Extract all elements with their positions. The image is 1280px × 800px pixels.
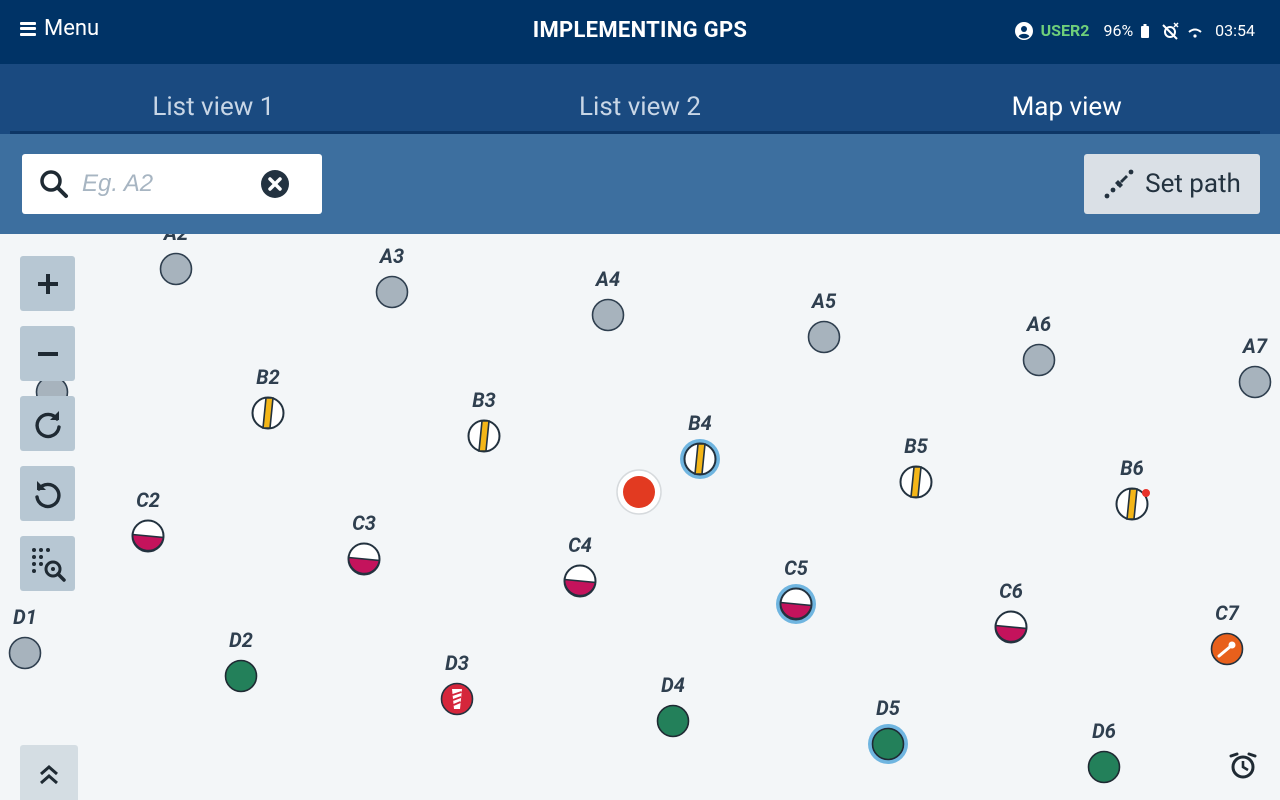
- map-point-a6[interactable]: [1017, 338, 1061, 382]
- zoom-in-button[interactable]: [20, 256, 75, 311]
- map-canvas[interactable]: A2A3A4A5A6A7 B2 B3 B4 B5 B6 C2 C3 C4 C5 …: [0, 234, 1280, 800]
- map-point-label: A3: [379, 244, 405, 268]
- grid-search-icon: [31, 547, 66, 582]
- map-point-label: B4: [688, 411, 712, 435]
- map-point-label: A5: [811, 289, 837, 313]
- map-point-label: C2: [136, 488, 160, 512]
- plus-icon: [37, 273, 58, 294]
- top-bar: Menu IMPLEMENTING GPS USER2 96% 03:54: [0, 0, 1280, 64]
- zoom-out-button[interactable]: [20, 326, 75, 381]
- map-point-c2[interactable]: [126, 514, 170, 558]
- map-point-label: A6: [1026, 312, 1052, 336]
- path-icon: [1104, 169, 1134, 199]
- recenter-icon[interactable]: [1227, 750, 1259, 782]
- map-point-d6[interactable]: [1082, 745, 1126, 789]
- search-icon: [40, 170, 68, 198]
- user-name: USER2: [1040, 21, 1090, 40]
- rotate-clockwise-button[interactable]: [20, 396, 75, 451]
- map-point-b5[interactable]: [894, 460, 938, 504]
- map-point-label: A2: [164, 234, 188, 245]
- map-point-d1[interactable]: [3, 631, 47, 675]
- map-point-label: B5: [904, 434, 928, 458]
- map-point-a4[interactable]: [586, 293, 630, 337]
- current-location-marker: [616, 469, 662, 515]
- map-point-d2[interactable]: [219, 654, 263, 698]
- double-chevron-up-icon: [40, 765, 58, 785]
- map-point-b3[interactable]: [462, 414, 506, 458]
- map-point-label: C7: [1215, 601, 1239, 625]
- gps-off-icon: [1162, 21, 1179, 40]
- map-point-c4[interactable]: [558, 559, 602, 603]
- map-point-c3[interactable]: [342, 537, 386, 581]
- map-point-b4[interactable]: [678, 437, 722, 481]
- search-box: [22, 154, 322, 214]
- map-point-label: D6: [1092, 719, 1116, 743]
- battery-level: 96%: [1103, 21, 1134, 40]
- hamburger-icon: [20, 21, 36, 36]
- wifi-icon: [1188, 28, 1202, 38]
- map-point-a5[interactable]: [802, 315, 846, 359]
- map-point-label: D3: [445, 651, 469, 675]
- map-point-label: D2: [229, 628, 253, 652]
- rotate-clockwise-icon: [34, 410, 61, 438]
- user-icon: [1014, 21, 1033, 40]
- map-point-d5[interactable]: [866, 722, 910, 766]
- menu-button[interactable]: Menu: [20, 16, 99, 41]
- clock: 03:54: [1215, 21, 1255, 40]
- map-point-b6[interactable]: [1110, 482, 1154, 526]
- set-path-label: Set path: [1145, 169, 1241, 199]
- app-title: IMPLEMENTING GPS: [532, 18, 748, 43]
- map-point-d3[interactable]: [435, 677, 479, 721]
- map-point-c5[interactable]: [774, 582, 818, 626]
- grid-search-button[interactable]: [20, 536, 75, 591]
- map-point-label: B3: [472, 388, 496, 412]
- map-point-d4[interactable]: [651, 699, 695, 743]
- map-point-b2[interactable]: [246, 391, 290, 435]
- battery-icon: [1141, 23, 1150, 38]
- map-point-label: D1: [13, 605, 37, 629]
- search-input[interactable]: [80, 169, 254, 199]
- map-point-label: D4: [661, 673, 685, 697]
- tab-list-view-2[interactable]: List view 2: [579, 92, 702, 122]
- map-point-label: C5: [784, 556, 808, 580]
- set-path-button[interactable]: Set path: [1084, 154, 1260, 214]
- map-point-c7[interactable]: [1205, 627, 1249, 671]
- map-point-a2[interactable]: [154, 247, 198, 291]
- map-point-a7[interactable]: [1233, 360, 1277, 404]
- expand-panel-button[interactable]: [20, 745, 78, 800]
- rotate-counterclockwise-button[interactable]: [20, 466, 75, 521]
- map-point-a3[interactable]: [370, 270, 414, 314]
- rotate-counterclockwise-icon: [34, 480, 61, 508]
- clear-icon[interactable]: [260, 169, 290, 199]
- tab-map-view[interactable]: Map view: [853, 64, 1280, 134]
- map-point-label: C3: [352, 511, 376, 535]
- map-point-label: A4: [595, 267, 621, 291]
- map-point-label: A7: [1242, 334, 1268, 358]
- map-point-label: B2: [256, 365, 280, 389]
- search-toolbar: Set path: [0, 134, 1280, 234]
- minus-icon: [37, 351, 58, 356]
- status-area: USER2 96% 03:54: [1014, 21, 1255, 40]
- tab-list-view-1[interactable]: List view 1: [152, 92, 275, 122]
- map-point-label: D5: [876, 696, 900, 720]
- view-tabs: List view 1 List view 2 Map view: [0, 64, 1280, 134]
- map-point-c6[interactable]: [989, 605, 1033, 649]
- map-point-label: C4: [568, 533, 592, 557]
- map-point-label: B6: [1120, 456, 1144, 480]
- menu-label: Menu: [44, 16, 100, 41]
- map-point-label: C6: [999, 579, 1023, 603]
